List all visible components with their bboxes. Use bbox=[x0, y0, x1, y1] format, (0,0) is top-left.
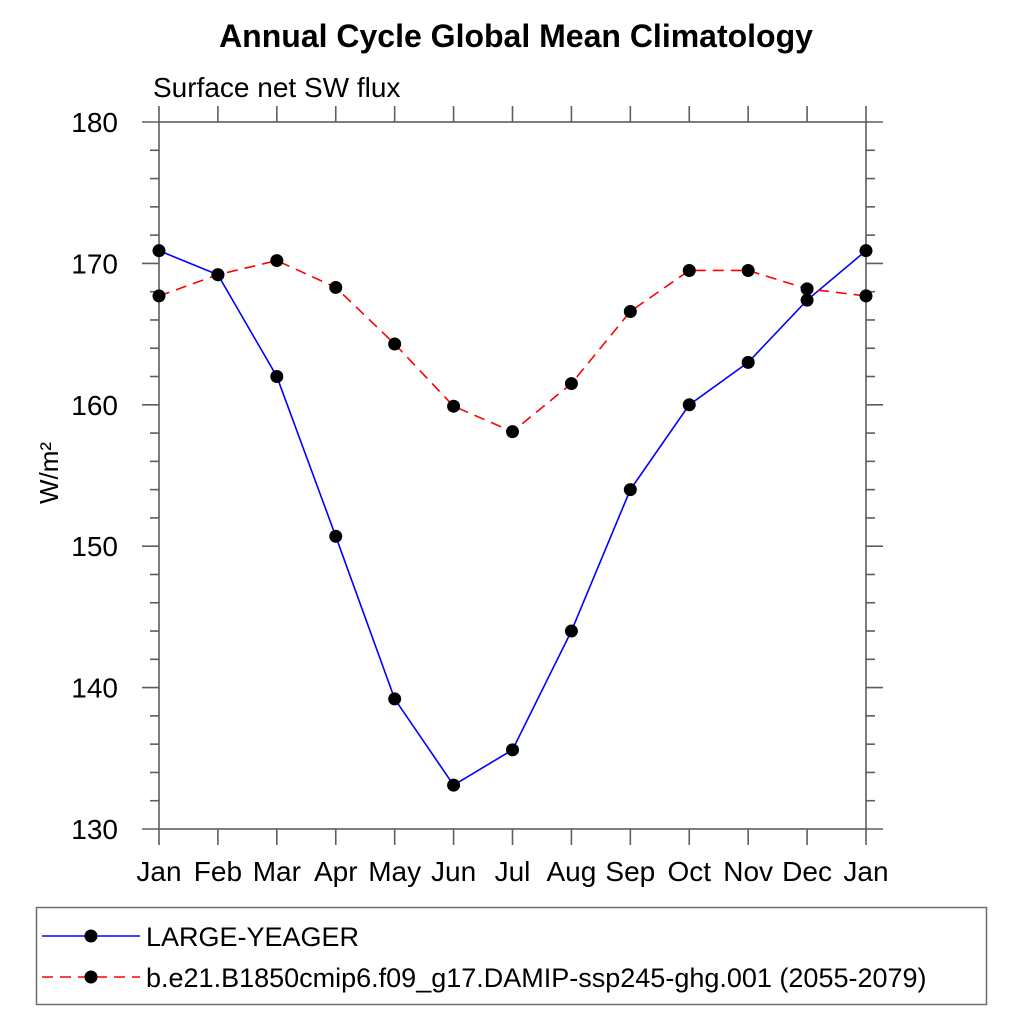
y-tick-label: 180 bbox=[71, 107, 118, 138]
y-tick-label: 140 bbox=[71, 673, 118, 704]
data-point-s1-8 bbox=[623, 304, 637, 318]
x-tick-label: Oct bbox=[667, 856, 711, 887]
y-tick-label: 160 bbox=[71, 390, 118, 421]
data-point-s1-5 bbox=[447, 399, 461, 413]
legend-label-0: LARGE-YEAGER bbox=[146, 922, 359, 952]
x-tick-label: Sep bbox=[605, 856, 655, 887]
data-point-s1-10 bbox=[741, 263, 755, 277]
data-point-s0-9 bbox=[682, 398, 696, 412]
y-axis-label: W/m² bbox=[34, 442, 64, 504]
data-point-s0-2 bbox=[270, 370, 284, 384]
data-point-s1-0 bbox=[152, 289, 166, 303]
x-tick-label: Dec bbox=[782, 856, 832, 887]
legend-entry-damip: b.e21.B1850cmip6.f09_g17.DAMIP-ssp245-gh… bbox=[42, 963, 927, 993]
legend-label-1: b.e21.B1850cmip6.f09_g17.DAMIP-ssp245-gh… bbox=[146, 963, 927, 993]
plot-area: 130 140 150 160 170 180 Jan Feb Mar Apr May Jun Jul A… bbox=[71, 106, 889, 887]
data-point-s0-10 bbox=[741, 355, 755, 369]
plot-frame bbox=[158, 121, 867, 830]
data-point-s0-3 bbox=[329, 529, 343, 543]
series-line-0 bbox=[158, 249, 867, 787]
x-tick-label: Jun bbox=[431, 856, 476, 887]
y-tick-label: 170 bbox=[71, 248, 118, 279]
data-point-s1-9 bbox=[682, 263, 696, 277]
x-tick-label: Aug bbox=[547, 856, 597, 887]
data-point-s1-11 bbox=[800, 282, 814, 296]
x-tick-label: Jan bbox=[843, 856, 888, 887]
data-point-s0-8 bbox=[623, 483, 637, 497]
chart-title: Annual Cycle Global Mean Climatology bbox=[219, 18, 813, 54]
x-tick-label: Apr bbox=[314, 856, 358, 887]
legend-border bbox=[35, 906, 988, 1006]
data-point-s1-3 bbox=[329, 280, 343, 294]
data-point-s0-0 bbox=[152, 244, 166, 258]
x-tick-label: Feb bbox=[194, 856, 242, 887]
data-point-s1-12 bbox=[859, 289, 873, 303]
x-tick-label: Jul bbox=[495, 856, 531, 887]
y-tick-label: 150 bbox=[71, 531, 118, 562]
data-point-s0-7 bbox=[564, 624, 578, 638]
x-tick-label: Jan bbox=[136, 856, 181, 887]
data-point-s0-6 bbox=[506, 743, 519, 757]
data-point-s0-12 bbox=[859, 244, 873, 258]
legend: LARGE-YEAGER b.e21.B1850cmip6.f09_g17.DA… bbox=[35, 906, 988, 1006]
data-point-s0-5 bbox=[447, 778, 461, 792]
data-point-s0-4 bbox=[388, 692, 402, 706]
series-line-1 bbox=[158, 259, 867, 433]
x-tick-label: Nov bbox=[723, 856, 773, 887]
data-point-s1-1 bbox=[211, 268, 225, 282]
legend-marker-dot-icon bbox=[84, 970, 98, 984]
data-point-s1-2 bbox=[270, 254, 284, 268]
data-point-s0-11 bbox=[800, 293, 814, 307]
legend-entry-large-yeager: LARGE-YEAGER bbox=[42, 922, 359, 952]
x-tick-label: Mar bbox=[253, 856, 301, 887]
data-point-s1-7 bbox=[564, 377, 578, 391]
y-tick-label: 130 bbox=[71, 814, 118, 845]
chart-subtitle: Surface net SW flux bbox=[153, 72, 400, 103]
data-point-s1-4 bbox=[388, 337, 402, 351]
legend-marker-dot-icon bbox=[84, 929, 98, 943]
data-point-s1-6 bbox=[506, 425, 519, 439]
x-tick-label: May bbox=[368, 856, 421, 887]
